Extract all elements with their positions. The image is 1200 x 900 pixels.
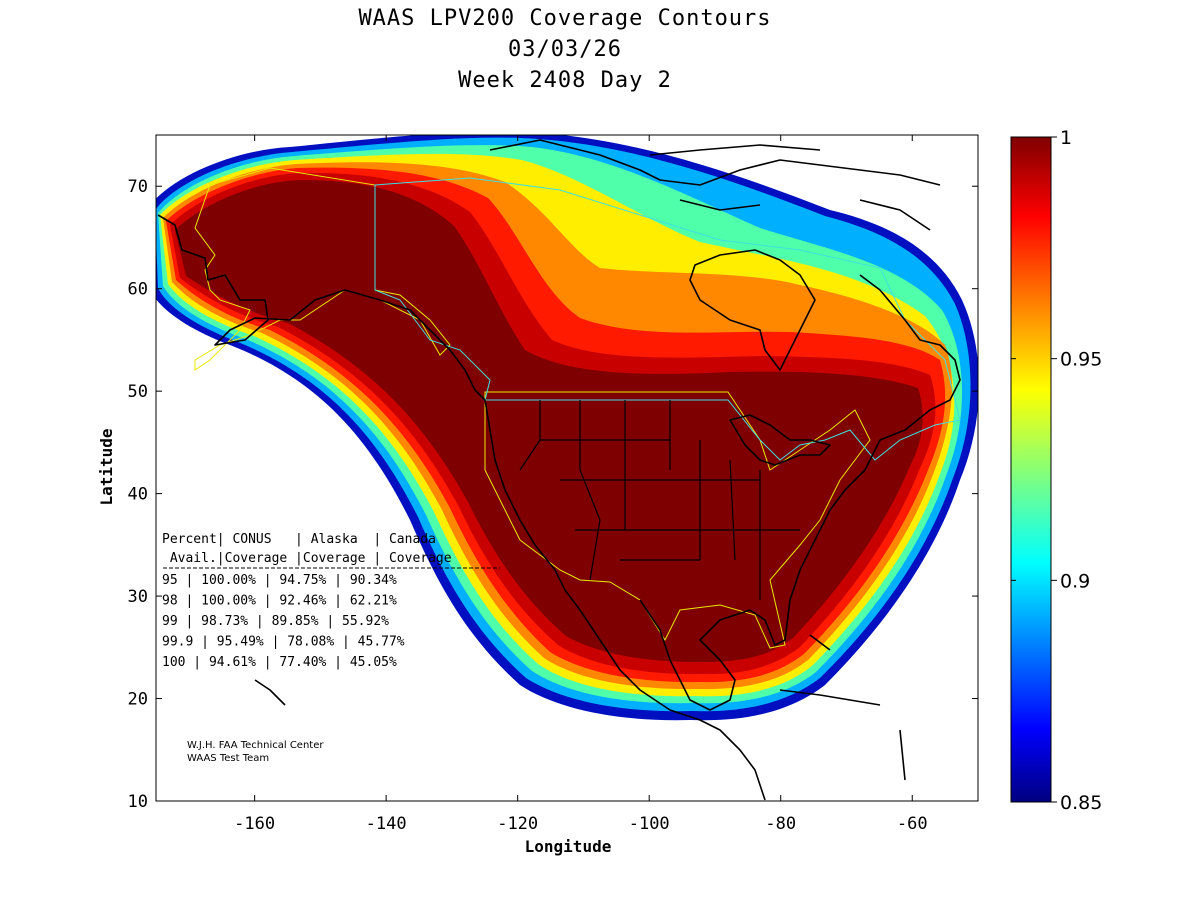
table-header-2: Avail.|Coverage |Coverage | Coverage <box>162 551 452 566</box>
credit-line-2: WAAS Test Team <box>187 753 269 764</box>
table-row: 98 | 100.00% | 92.46% | 62.21% <box>162 594 397 609</box>
y-tick-label: 70 <box>128 177 148 197</box>
coverage-contours <box>156 135 978 721</box>
x-tick-label: -120 <box>497 814 538 834</box>
chart-week: Week 2408 Day 2 <box>458 68 672 93</box>
colorbar-tick-label: 0.85 <box>1060 792 1102 814</box>
colorbar <box>1010 136 1052 803</box>
x-axis-label: Longitude <box>525 837 612 856</box>
alaska-coast <box>157 214 486 401</box>
table-row: 100 | 94.61% | 77.40% | 45.05% <box>162 655 397 670</box>
x-tick-label: -60 <box>897 814 928 834</box>
colorbar-tick-label: 0.95 <box>1060 349 1102 371</box>
availability-table: Percent| CONUS | Alaska | Canada Avail.|… <box>162 532 500 670</box>
arctic-islands <box>489 139 941 231</box>
y-tick-label: 50 <box>128 382 148 402</box>
x-axis: -160 -140 -120 -100 -80 -60 <box>234 135 928 834</box>
table-rows: 95 | 100.00% | 94.75% | 90.34% 98 | 100.… <box>162 573 405 670</box>
chart-date: 03/03/26 <box>508 37 622 62</box>
table-header-1: Percent| CONUS | Alaska | Canada <box>162 532 436 547</box>
pacific-coast <box>484 399 766 801</box>
x-tick-label: -80 <box>765 814 796 834</box>
y-tick-label: 40 <box>128 485 148 505</box>
conus-outline <box>484 391 871 649</box>
table-row: 99 | 98.73% | 89.85% | 55.92% <box>162 614 389 629</box>
contour-band-1.0 <box>175 180 923 663</box>
hudson-bay <box>689 249 816 371</box>
great-lakes <box>729 414 831 466</box>
gulf-coast <box>639 274 961 711</box>
chart-title: WAAS LPV200 Coverage Contours <box>358 6 772 31</box>
y-tick-label: 10 <box>128 792 148 812</box>
canada-outline <box>374 177 961 461</box>
y-tick-label: 20 <box>128 690 148 710</box>
x-tick-label: -140 <box>366 814 407 834</box>
x-tick-label: -160 <box>234 814 275 834</box>
caribbean-islands <box>254 634 906 781</box>
y-tick-label: 30 <box>128 587 148 607</box>
coastlines <box>157 139 961 801</box>
colorbar-tick-label: 0.9 <box>1060 570 1090 592</box>
plot-frame <box>155 134 979 802</box>
colorbar-tick-label: 1 <box>1060 127 1072 149</box>
y-tick-label: 60 <box>128 280 148 300</box>
us-state-lines <box>519 400 800 600</box>
colorbar-ticks: 0.85 0.9 0.95 1 <box>1011 127 1102 814</box>
y-axis-label: Latitude <box>97 428 116 505</box>
x-tick-label: -100 <box>629 814 670 834</box>
table-row: 95 | 100.00% | 94.75% | 90.34% <box>162 573 397 588</box>
credit-line-1: W.J.H. FAA Technical Center <box>187 740 324 751</box>
table-row: 99.9 | 95.49% | 78.08% | 45.77% <box>162 635 405 650</box>
y-axis: 10 20 30 40 50 60 70 <box>128 177 978 812</box>
